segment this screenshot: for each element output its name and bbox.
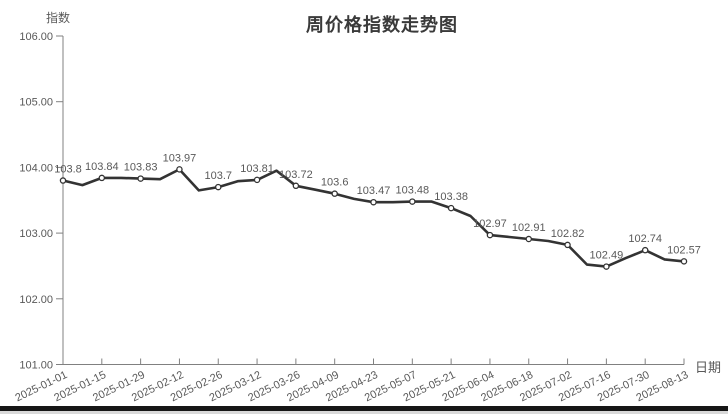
data-point-marker <box>447 204 455 212</box>
point-value-label: 102.74 <box>628 233 662 245</box>
data-point-marker <box>59 177 67 184</box>
data-point-marker <box>214 183 222 191</box>
point-value-label: 103.8 <box>54 164 82 176</box>
data-point-marker <box>525 235 533 243</box>
chart-title: 周价格指数走势图 <box>306 15 458 35</box>
point-value-label: 102.49 <box>590 250 624 262</box>
point-value-label: 103.47 <box>357 185 391 197</box>
y-tick-label: 104.00 <box>19 162 53 174</box>
data-point-marker <box>641 246 649 254</box>
point-value-label: 103.7 <box>204 170 232 182</box>
data-point-marker <box>292 182 300 190</box>
y-axis-title: 指数 <box>46 11 71 25</box>
data-point-marker <box>680 258 688 265</box>
x-axis-title: 日期 <box>695 360 722 375</box>
data-point-marker <box>253 176 261 184</box>
data-point-marker <box>98 174 106 182</box>
data-point-marker <box>603 263 610 270</box>
point-value-label: 103.72 <box>279 169 313 181</box>
y-tick-label: 102.00 <box>19 294 53 306</box>
point-value-label: 102.82 <box>551 228 585 240</box>
data-point-marker <box>564 241 571 249</box>
data-point-marker <box>137 175 144 182</box>
point-value-label: 103.48 <box>395 185 429 197</box>
bottom-divider-bar <box>0 406 728 411</box>
y-tick-label: 101.00 <box>19 360 53 372</box>
data-point-marker <box>331 190 338 197</box>
point-value-label: 103.6 <box>321 177 349 189</box>
point-value-label: 102.57 <box>667 244 701 256</box>
point-value-label: 102.91 <box>512 222 546 234</box>
y-tick-label: 106.00 <box>19 31 53 43</box>
data-point-marker <box>409 198 416 205</box>
point-value-label: 103.81 <box>240 163 274 175</box>
point-value-label: 102.97 <box>473 218 507 230</box>
point-value-label: 103.97 <box>163 152 197 164</box>
y-tick-label: 103.00 <box>19 228 53 240</box>
bottom-edge-strip <box>0 411 728 414</box>
point-value-label: 103.83 <box>124 162 158 174</box>
data-point-marker <box>370 198 377 206</box>
point-value-label: 103.38 <box>434 191 468 203</box>
y-tick-label: 105.00 <box>19 97 53 109</box>
data-point-marker <box>176 166 183 173</box>
point-value-label: 103.84 <box>85 161 119 173</box>
data-point-marker <box>486 231 494 239</box>
